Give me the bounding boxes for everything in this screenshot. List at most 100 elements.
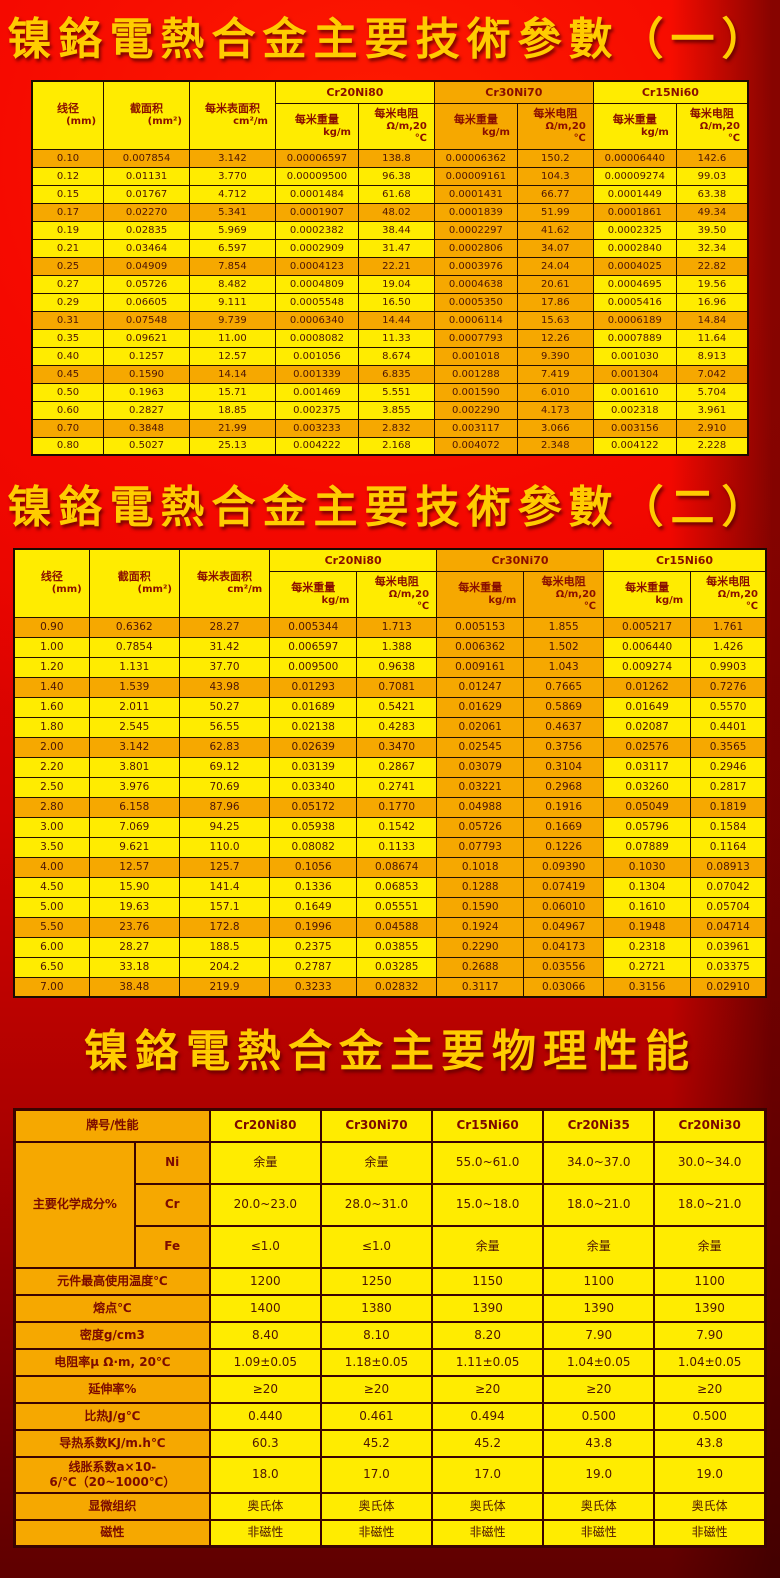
col-header-resistance: 每米电阻 Ω/m,20 ℃ bbox=[675, 102, 749, 150]
data-cell: 8.10 bbox=[319, 1320, 434, 1350]
col-unit: ℃ bbox=[573, 132, 586, 144]
data-cell: 0.03221 bbox=[436, 776, 525, 798]
table-row: 0.10 0.007854 3.142 0.00006597 138.8 0.000063… bbox=[31, 148, 749, 168]
data-cell: 25.13 bbox=[189, 436, 276, 456]
data-cell: 0.5869 bbox=[523, 696, 604, 718]
col-header-diameter: 线径 (mm) bbox=[31, 80, 105, 150]
data-cell: 0.02545 bbox=[436, 736, 525, 758]
table-row: 0.45 0.1590 14.14 0.001339 6.835 0.001288 7.41… bbox=[31, 364, 749, 384]
table-row: 0.50 0.1963 15.71 0.001469 5.551 0.001590 6.01… bbox=[31, 382, 749, 402]
data-cell: 0.001304 bbox=[592, 364, 677, 384]
data-cell: 45.2 bbox=[431, 1428, 545, 1458]
data-cell: 0.05938 bbox=[269, 816, 358, 838]
data-cell: 0.9903 bbox=[690, 656, 767, 678]
data-cell: 0.02087 bbox=[602, 716, 692, 738]
data-cell: 0.19 bbox=[31, 220, 105, 240]
data-cell: 8.40 bbox=[208, 1320, 322, 1350]
data-cell: 63.38 bbox=[675, 184, 749, 204]
data-cell: 30.0~34.0 bbox=[653, 1140, 767, 1185]
data-cell: 奥氏体 bbox=[542, 1491, 656, 1521]
data-cell: 0.2318 bbox=[602, 936, 692, 958]
table-row: 0.40 0.1257 12.57 0.001056 8.674 0.001018 9.39… bbox=[31, 346, 749, 366]
data-cell: 1.20 bbox=[13, 656, 90, 678]
data-cell: 0.0002325 bbox=[592, 220, 677, 240]
data-cell: 0.5421 bbox=[356, 696, 438, 718]
col-label: 每米电阻 bbox=[689, 107, 734, 121]
data-cell: 6.597 bbox=[189, 238, 276, 258]
data-cell: 142.6 bbox=[675, 148, 749, 168]
table-row: 电阻率μ Ω·m, 20℃ 1.09±0.05 1.18±0.05 1.11±0.05… bbox=[13, 1347, 767, 1377]
data-cell: 19.0 bbox=[542, 1455, 656, 1494]
data-cell: 19.0 bbox=[653, 1455, 767, 1494]
data-cell: 1.04±0.05 bbox=[542, 1347, 656, 1377]
data-cell: 0.007854 bbox=[103, 148, 190, 168]
data-cell: 0.27 bbox=[31, 274, 105, 294]
data-cell: 0.1770 bbox=[356, 796, 438, 818]
data-cell: 0.1996 bbox=[269, 916, 358, 938]
data-cell: 余量 bbox=[319, 1140, 434, 1185]
data-cell: ≥20 bbox=[208, 1374, 322, 1404]
property-label: 显微组织 bbox=[13, 1491, 211, 1521]
table-row: 0.25 0.04909 7.854 0.0004123 22.21 0.0003976 2… bbox=[31, 256, 749, 276]
data-cell: 0.005344 bbox=[269, 616, 358, 638]
data-cell: 157.1 bbox=[178, 896, 271, 918]
table-row: 1.60 2.011 50.27 0.01689 0.5421 0.01629 0.5869… bbox=[13, 696, 767, 718]
data-cell: 18.85 bbox=[189, 400, 276, 420]
data-cell: 0.09621 bbox=[103, 328, 190, 348]
col-header-resistance: 每米电阻 Ω/m,20 ℃ bbox=[357, 102, 435, 150]
table-row: Fe ≤1.0 ≤1.0 余量 余量 余量 bbox=[15, 1224, 767, 1269]
data-cell: 0.0002840 bbox=[592, 238, 677, 258]
data-cell: 2.832 bbox=[357, 418, 435, 438]
tech-params-table-1: 线径 (mm) 截面积 (mm²) 每米表面积 cm²/m Cr20Ni80 C… bbox=[31, 80, 749, 456]
data-cell: 0.001469 bbox=[274, 382, 359, 402]
data-cell: 17.0 bbox=[431, 1455, 545, 1494]
table-row: 0.29 0.06605 9.111 0.0005548 16.50 0.0005350 1… bbox=[31, 292, 749, 312]
table-row: 1.40 1.539 43.98 0.01293 0.7081 0.01247 0.7665… bbox=[13, 676, 767, 698]
table3-body: 牌号/性能 Cr20Ni80 Cr30Ni70 Cr15Ni60 Cr20Ni35 Cr2… bbox=[13, 1108, 767, 1548]
data-cell: 0.1030 bbox=[602, 856, 692, 878]
data-cell: 1390 bbox=[653, 1293, 767, 1323]
data-cell: 0.03340 bbox=[269, 776, 358, 798]
col-label: 每米重量 bbox=[291, 581, 336, 595]
data-cell: 4.712 bbox=[189, 184, 276, 204]
data-cell: 3.142 bbox=[88, 736, 180, 758]
data-cell: 1200 bbox=[208, 1266, 322, 1296]
table-row: 0.19 0.02835 5.969 0.0002382 38.44 0.0002297 4… bbox=[31, 220, 749, 240]
data-cell: 3.801 bbox=[88, 756, 180, 778]
data-cell: 0.02639 bbox=[269, 736, 358, 758]
data-cell: 0.0004123 bbox=[274, 256, 359, 276]
element-label: Cr bbox=[133, 1182, 211, 1227]
table-row: 5.00 19.63 157.1 0.1649 0.05551 0.1590 0.06010… bbox=[13, 896, 767, 918]
data-cell: 0.009274 bbox=[602, 656, 692, 678]
data-cell: 0.03139 bbox=[269, 756, 358, 778]
data-cell: 0.0001839 bbox=[433, 202, 518, 222]
property-label: 元件最高使用温度℃ bbox=[13, 1266, 211, 1296]
col-label: 每米电阻 bbox=[533, 107, 578, 121]
data-cell: 18.0~21.0 bbox=[653, 1182, 767, 1227]
data-cell: 31.42 bbox=[178, 636, 271, 658]
data-cell: 0.0001861 bbox=[592, 202, 677, 222]
data-cell: 19.56 bbox=[675, 274, 749, 294]
data-cell: 0.2968 bbox=[523, 776, 604, 798]
chem-group-label: 主要化学成分% bbox=[13, 1140, 136, 1269]
data-cell: 0.04714 bbox=[690, 916, 767, 938]
col-label: 每米重量 bbox=[458, 581, 503, 595]
data-cell: 0.1056 bbox=[269, 856, 358, 878]
col-header-weight: 每米重量 kg/m bbox=[433, 102, 518, 150]
data-cell: 55.0~61.0 bbox=[431, 1140, 545, 1185]
data-cell: 奥氏体 bbox=[319, 1491, 434, 1521]
data-cell: 0.05551 bbox=[356, 896, 438, 918]
data-cell: 0.0006340 bbox=[274, 310, 359, 330]
col-header-surface-area: 每米表面积 cm²/m bbox=[178, 548, 271, 618]
data-cell: 余量 bbox=[542, 1224, 656, 1269]
alloy-header: Cr15Ni60 bbox=[431, 1108, 545, 1143]
data-cell: 0.2787 bbox=[269, 956, 358, 978]
data-cell: 0.0007793 bbox=[433, 328, 518, 348]
data-cell: 0.001018 bbox=[433, 346, 518, 366]
data-cell: 0.0006189 bbox=[592, 310, 677, 330]
col-unit: (mm) bbox=[51, 584, 82, 596]
col-header-weight: 每米重量 kg/m bbox=[592, 102, 677, 150]
data-cell: 0.3156 bbox=[602, 976, 692, 998]
data-cell: 0.1288 bbox=[436, 876, 525, 898]
data-cell: 11.64 bbox=[675, 328, 749, 348]
